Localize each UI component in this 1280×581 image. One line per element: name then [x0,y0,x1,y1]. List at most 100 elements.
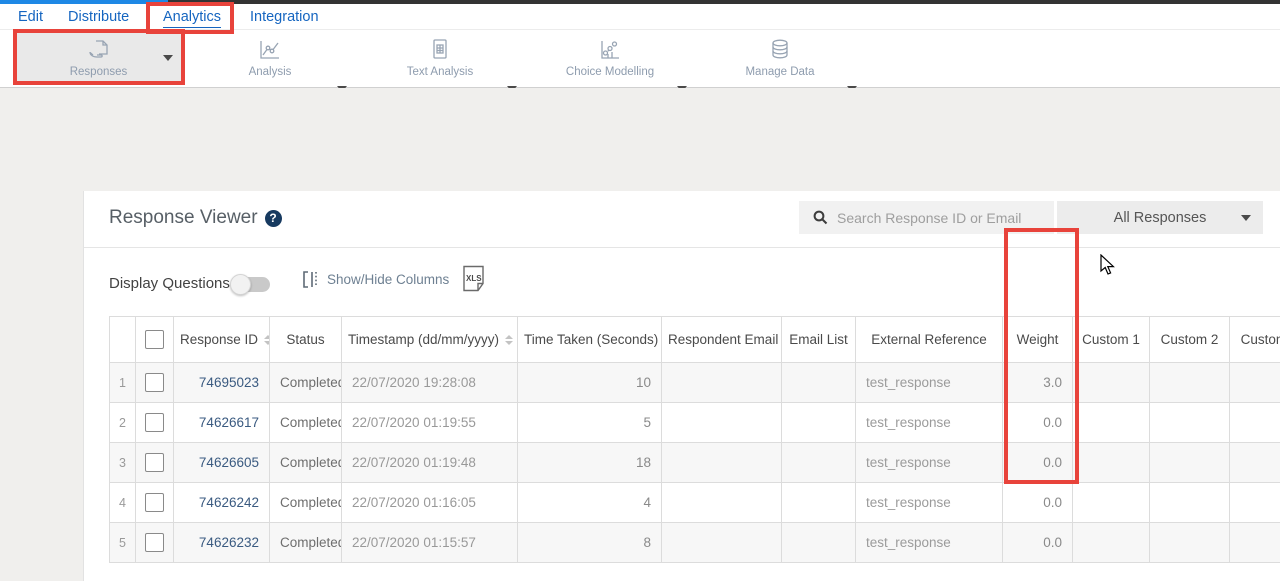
tool-manage-data[interactable]: Manage Data [725,31,835,84]
chevron-down-icon[interactable] [163,55,173,61]
cell-response_id[interactable]: 74626617 [173,402,270,443]
cell-timestamp: 22/07/2020 01:19:48 [341,442,518,483]
cell-custom3 [1229,522,1280,563]
cell-custom2 [1149,442,1230,483]
cell-num: 4 [109,482,136,523]
tool-choice-modelling-label: Choice Modelling [565,66,655,78]
cell-num: 5 [109,522,136,563]
nav-tab-integration[interactable]: Integration [250,9,319,25]
cell-time_taken: 8 [517,522,662,563]
cell-num: 3 [109,442,136,483]
cell-checkbox [135,362,174,403]
row-checkbox[interactable] [145,533,164,552]
cell-response_id[interactable]: 74626242 [173,482,270,523]
column-header-time_taken[interactable]: Time Taken (Seconds) [517,316,662,363]
cell-time_taken: 4 [517,482,662,523]
tool-responses-label: Responses [69,66,128,78]
panel-header: Response Viewer? All Responses [84,191,1280,248]
cell-custom1 [1072,522,1150,563]
table-row: 5 74626232 Completed 22/07/2020 01:15:57 8 te… [109,522,1280,563]
cell-num: 1 [109,362,136,403]
row-checkbox[interactable] [145,453,164,472]
table-controls: Display Questions Show/Hide Columns [84,248,1280,316]
columns-icon [301,270,320,289]
cell-time_taken: 18 [517,442,662,483]
cell-respondent_email [661,522,782,563]
top-progress-strip-fill [0,0,168,4]
tool-analysis[interactable]: Analysis [215,31,325,84]
cell-response_id[interactable]: 74626605 [173,442,270,483]
cell-status: Completed [269,482,342,523]
export-xls-button[interactable]: XLS [462,265,485,292]
cell-custom3 [1229,402,1280,443]
column-header-custom2: Custom 2 [1149,316,1230,363]
row-checkbox[interactable] [145,413,164,432]
table-row: 2 74626617 Completed 22/07/2020 01:19:55 5 te… [109,402,1280,443]
cell-email_list [781,442,856,483]
main-nav: Edit Distribute Analytics Integration [0,4,1280,30]
cell-email_list [781,522,856,563]
cell-status: Completed [269,442,342,483]
response-filter-dropdown[interactable]: All Responses [1057,201,1263,234]
cell-email_list [781,482,856,523]
cell-weight: 0.0 [1002,522,1073,563]
column-header-response_id[interactable]: Response ID [173,316,270,363]
cell-time_taken: 5 [517,402,662,443]
nav-tab-distribute[interactable]: Distribute [68,9,130,25]
analytics-toolbar: Responses Analysis Text [0,30,1280,92]
column-header-weight: Weight [1002,316,1073,363]
table-row: 1 74695023 Completed 22/07/2020 19:28:08 10 t… [109,362,1280,403]
cell-custom1 [1072,402,1150,443]
cell-status: Completed [269,362,342,403]
select-all-checkbox[interactable] [145,330,164,349]
cell-email_list [781,362,856,403]
column-header-timestamp[interactable]: Timestamp (dd/mm/yyyy) [341,316,518,363]
column-header-status: Status [269,316,342,363]
cell-weight: 0.0 [1002,402,1073,443]
cell-time_taken: 10 [517,362,662,403]
cell-response_id[interactable]: 74626232 [173,522,270,563]
tool-text-analysis[interactable]: Text Analysis [385,31,495,84]
row-checkbox[interactable] [145,373,164,392]
sort-icon[interactable] [264,335,269,346]
display-questions-label: Display Questions [109,275,230,292]
responses-table: Response ID Status Timestamp (dd/mm/yyyy) T… [109,316,1280,563]
cell-custom2 [1149,402,1230,443]
table-row: 3 74626605 Completed 22/07/2020 01:19:48 18 t… [109,442,1280,483]
responses-table-wrap: Response ID Status Timestamp (dd/mm/yyyy) T… [109,316,1280,563]
cell-checkbox [135,482,174,523]
cell-external_reference: test_response [855,362,1003,403]
cell-respondent_email [661,482,782,523]
cell-respondent_email [661,442,782,483]
nav-tab-analytics[interactable]: Analytics [163,9,222,28]
tool-manage-data-label: Manage Data [745,66,815,78]
cell-weight: 3.0 [1002,362,1073,403]
cell-weight: 0.0 [1002,442,1073,483]
column-header-respondent_email: Respondent Email [661,316,782,363]
tool-responses[interactable]: Responses [14,31,183,84]
cell-external_reference: test_response [855,522,1003,563]
sort-icon[interactable] [505,335,514,346]
svg-text:XLS: XLS [466,274,482,283]
cell-custom1 [1072,482,1150,523]
text-analysis-icon [427,37,453,63]
cell-response_id[interactable]: 74695023 [173,362,270,403]
row-checkbox[interactable] [145,493,164,512]
toggle-knob [230,274,251,295]
tool-text-analysis-label: Text Analysis [406,66,474,78]
page-title-text: Response Viewer [109,207,258,228]
cell-custom1 [1072,442,1150,483]
top-progress-strip [0,0,1280,4]
display-questions-toggle[interactable] [230,274,270,295]
select-all-header [135,316,174,363]
cell-external_reference: test_response [855,442,1003,483]
tool-choice-modelling[interactable]: Choice Modelling [555,31,665,84]
analysis-icon [257,37,283,63]
page-title: Response Viewer? [109,207,282,229]
show-hide-columns-button[interactable]: Show/Hide Columns [301,270,449,289]
column-header-email_list: Email List [781,316,856,363]
help-icon[interactable]: ? [264,210,282,227]
search-input[interactable] [799,201,1054,234]
nav-tab-edit[interactable]: Edit [18,9,43,25]
